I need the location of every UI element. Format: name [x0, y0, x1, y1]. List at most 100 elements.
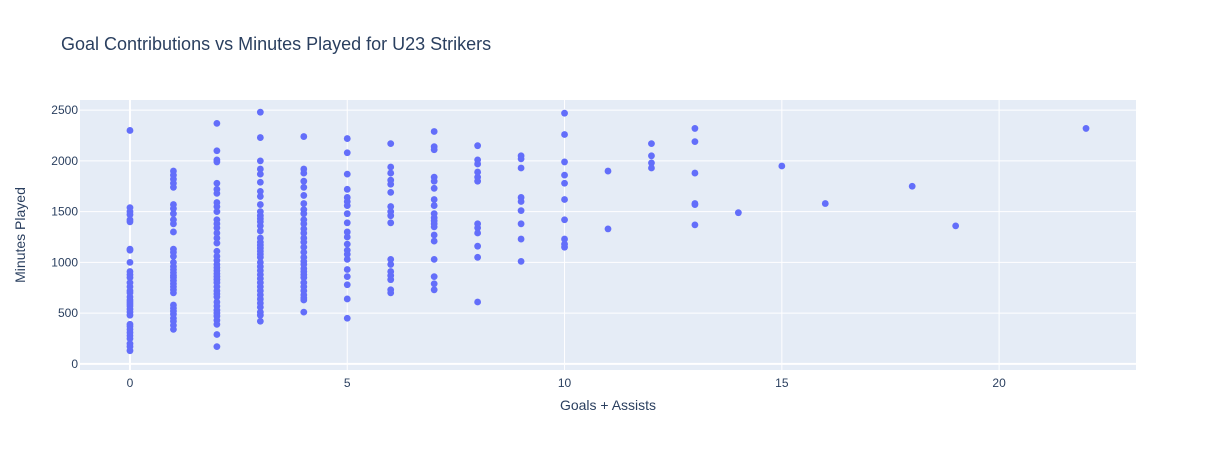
data-point	[300, 183, 308, 191]
data-point	[213, 247, 221, 255]
data-point	[213, 229, 221, 237]
data-point	[517, 220, 525, 228]
data-point	[691, 125, 699, 132]
data-point	[474, 298, 482, 306]
data-point	[430, 146, 438, 154]
data-point	[1082, 125, 1090, 132]
data-point	[170, 220, 177, 228]
data-point	[561, 216, 568, 224]
data-point	[256, 253, 264, 261]
data-point	[300, 229, 308, 237]
data-point	[430, 280, 438, 288]
data-point	[343, 210, 351, 218]
data-point	[126, 274, 134, 282]
data-point	[213, 119, 221, 127]
data-point	[430, 196, 438, 203]
data-point	[387, 261, 395, 268]
data-point	[561, 179, 568, 187]
data-point	[213, 203, 221, 210]
x-tick-label: 15	[775, 376, 789, 390]
data-point	[256, 222, 264, 230]
data-point	[343, 202, 351, 209]
data-point	[561, 171, 568, 179]
tick-labels: 0 5 10 15 20 0 500 1000 1500 2000 2500	[51, 103, 1006, 390]
data-point	[387, 203, 395, 210]
data-point	[387, 212, 395, 220]
data-point	[256, 303, 264, 311]
data-point	[387, 188, 395, 196]
data-point	[430, 177, 438, 185]
chart-title: Goal Contributions vs Minutes Played for…	[61, 34, 491, 54]
data-point	[952, 222, 960, 230]
gridlines	[80, 100, 1136, 370]
y-tick-label: 1000	[51, 255, 78, 269]
data-point	[300, 133, 308, 140]
data-point	[213, 320, 221, 328]
data-point	[170, 228, 177, 236]
data-point	[213, 147, 221, 155]
data-point	[170, 325, 177, 333]
y-tick-label: 500	[58, 306, 78, 320]
data-point	[300, 169, 308, 177]
data-point	[343, 273, 351, 281]
data-point	[256, 170, 264, 178]
data-point	[387, 255, 395, 263]
data-point	[561, 235, 568, 243]
data-point	[256, 311, 264, 319]
data-point	[343, 219, 351, 227]
x-axis-label: Goals + Assists	[560, 397, 656, 413]
data-point	[561, 158, 568, 166]
data-point	[604, 167, 612, 175]
data-point	[474, 253, 482, 261]
data-point	[387, 163, 395, 171]
data-point	[474, 168, 482, 176]
data-point	[387, 289, 395, 297]
data-point	[343, 170, 351, 178]
data-point	[300, 238, 308, 246]
data-point	[300, 308, 308, 316]
data-point	[474, 160, 482, 168]
data-point	[691, 201, 699, 208]
x-tick-label: 0	[127, 376, 134, 390]
data-point	[387, 180, 395, 188]
data-point	[213, 189, 221, 197]
data-point	[256, 227, 264, 235]
data-point	[561, 243, 568, 251]
data-point	[517, 257, 525, 265]
data-point	[648, 152, 655, 160]
data-point	[517, 207, 525, 215]
data-point	[300, 248, 308, 256]
data-point	[213, 208, 221, 216]
x-tick-label: 20	[992, 376, 1006, 390]
data-point	[387, 276, 395, 284]
data-point	[343, 255, 351, 263]
data-point	[343, 281, 351, 289]
data-point	[343, 266, 351, 273]
data-point	[430, 202, 438, 209]
data-point	[474, 142, 482, 150]
data-point	[343, 240, 351, 248]
data-point	[343, 228, 351, 236]
data-point	[170, 205, 177, 213]
data-point	[648, 140, 655, 148]
data-point	[300, 200, 308, 207]
data-point	[256, 108, 264, 116]
x-tick-label: 10	[558, 376, 572, 390]
data-point	[170, 210, 177, 218]
data-point	[691, 221, 699, 229]
data-point	[430, 255, 438, 263]
data-point	[604, 225, 612, 233]
data-point	[256, 201, 264, 208]
data-point	[517, 164, 525, 172]
data-point	[387, 169, 395, 177]
data-point	[908, 182, 916, 190]
data-point	[430, 223, 438, 231]
data-point	[474, 229, 482, 237]
data-point	[213, 293, 221, 301]
data-point	[170, 252, 177, 260]
data-point	[126, 246, 134, 254]
data-point	[343, 233, 351, 241]
data-point	[430, 286, 438, 294]
data-point	[343, 149, 351, 157]
data-point	[213, 179, 221, 187]
